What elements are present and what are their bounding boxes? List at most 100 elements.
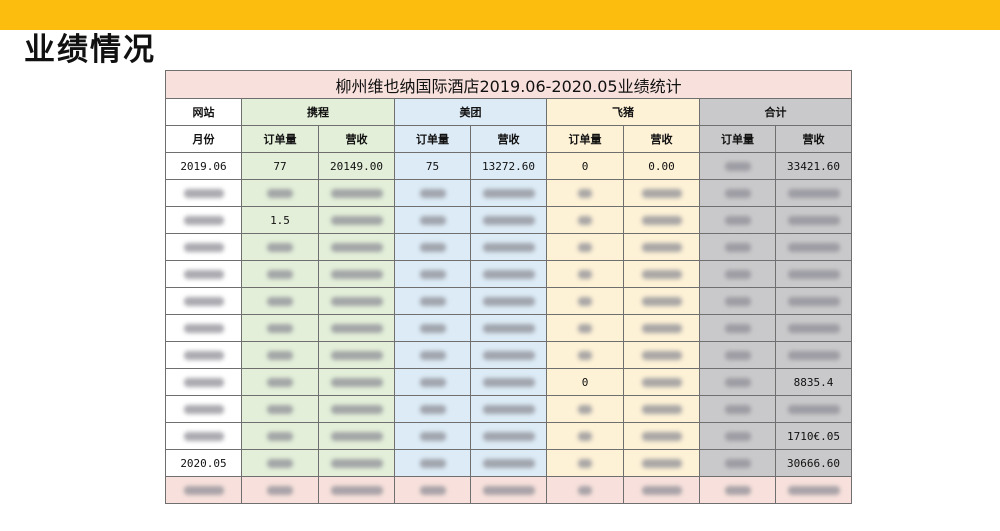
redacted-value xyxy=(641,216,682,225)
redacted-value xyxy=(578,459,592,468)
redacted-value xyxy=(482,432,535,441)
value-cell: 0 xyxy=(546,368,624,396)
header-fliggy: 飞猪 xyxy=(546,98,700,126)
value-cell xyxy=(699,449,776,477)
value-cell: 0 xyxy=(546,152,624,180)
value-cell xyxy=(394,233,471,261)
value-cell xyxy=(470,314,547,342)
value-cell xyxy=(318,206,395,234)
header-orders: 订单量 xyxy=(241,125,319,153)
value-cell xyxy=(699,233,776,261)
redacted-value xyxy=(482,270,535,279)
redacted-value xyxy=(419,270,446,279)
value-cell xyxy=(546,314,624,342)
value-cell xyxy=(318,476,395,504)
redacted-value xyxy=(641,459,682,468)
redacted-value xyxy=(787,351,840,360)
value-cell xyxy=(470,341,547,369)
value-cell xyxy=(699,395,776,423)
header-month: 月份 xyxy=(165,125,242,153)
redacted-value xyxy=(724,189,751,198)
value-cell xyxy=(699,287,776,315)
redacted-value xyxy=(330,324,383,333)
redacted-value xyxy=(724,459,751,468)
value-cell xyxy=(623,368,700,396)
header-ctrip: 携程 xyxy=(241,98,395,126)
redacted-value xyxy=(641,297,682,306)
redacted-value xyxy=(330,243,383,252)
header-total: 合计 xyxy=(698,98,853,126)
table-row: 2020.05 30666.60 xyxy=(165,449,853,477)
redacted-value xyxy=(330,270,383,279)
value-cell xyxy=(774,179,853,207)
value-cell xyxy=(241,179,319,207)
value-cell xyxy=(546,287,624,315)
value-cell xyxy=(774,341,853,369)
redacted-value xyxy=(724,270,751,279)
redacted-value xyxy=(578,216,592,225)
header-orders: 订单量 xyxy=(699,125,776,153)
value-cell xyxy=(318,368,395,396)
redacted-value xyxy=(267,324,293,333)
redacted-value xyxy=(267,297,293,306)
redacted-value xyxy=(267,405,293,414)
month-cell xyxy=(165,314,242,342)
table-row xyxy=(165,260,853,288)
table-row: 2019.06 77 20149.00 75 13272.60 0 0.00 33421.60 xyxy=(165,152,853,180)
value-cell xyxy=(470,206,547,234)
header-site: 网站 xyxy=(165,98,242,126)
value-cell: 75 xyxy=(394,152,471,180)
value-cell xyxy=(699,152,776,180)
value-cell xyxy=(241,422,319,450)
value-cell xyxy=(623,449,700,477)
redacted-value xyxy=(787,189,840,198)
redacted-value xyxy=(482,378,535,387)
redacted-value xyxy=(419,297,446,306)
redacted-value xyxy=(330,351,383,360)
table-row xyxy=(165,395,853,423)
month-cell xyxy=(165,476,242,504)
value-cell xyxy=(699,422,776,450)
month-cell xyxy=(165,395,242,423)
value-cell xyxy=(394,395,471,423)
redacted-value xyxy=(482,243,535,252)
value-cell xyxy=(318,287,395,315)
redacted-value xyxy=(482,216,535,225)
redacted-value xyxy=(419,324,446,333)
redacted-value xyxy=(267,432,293,441)
month-cell xyxy=(165,206,242,234)
value-cell xyxy=(241,395,319,423)
value-cell xyxy=(699,341,776,369)
value-cell xyxy=(318,314,395,342)
value-cell xyxy=(774,260,853,288)
month-cell xyxy=(165,368,242,396)
redacted-value xyxy=(183,216,224,225)
redacted-value xyxy=(482,189,535,198)
table-row xyxy=(165,287,853,315)
value-cell xyxy=(394,368,471,396)
value-cell xyxy=(394,260,471,288)
value-cell xyxy=(546,422,624,450)
value-cell xyxy=(318,395,395,423)
value-cell xyxy=(699,179,776,207)
redacted-value xyxy=(641,432,682,441)
value-cell xyxy=(241,368,319,396)
value-cell xyxy=(699,206,776,234)
header-revenue: 营收 xyxy=(470,125,547,153)
value-cell xyxy=(623,287,700,315)
month-cell xyxy=(165,233,242,261)
value-cell xyxy=(623,341,700,369)
redacted-value xyxy=(482,405,535,414)
redacted-value xyxy=(267,243,293,252)
redacted-value xyxy=(724,243,751,252)
redacted-value xyxy=(724,486,751,495)
redacted-value xyxy=(641,405,682,414)
redacted-value xyxy=(183,189,224,198)
redacted-value xyxy=(641,324,682,333)
value-cell xyxy=(546,476,624,504)
redacted-value xyxy=(183,351,224,360)
redacted-value xyxy=(330,189,383,198)
redacted-value xyxy=(183,432,224,441)
redacted-value xyxy=(183,324,224,333)
value-cell xyxy=(470,233,547,261)
